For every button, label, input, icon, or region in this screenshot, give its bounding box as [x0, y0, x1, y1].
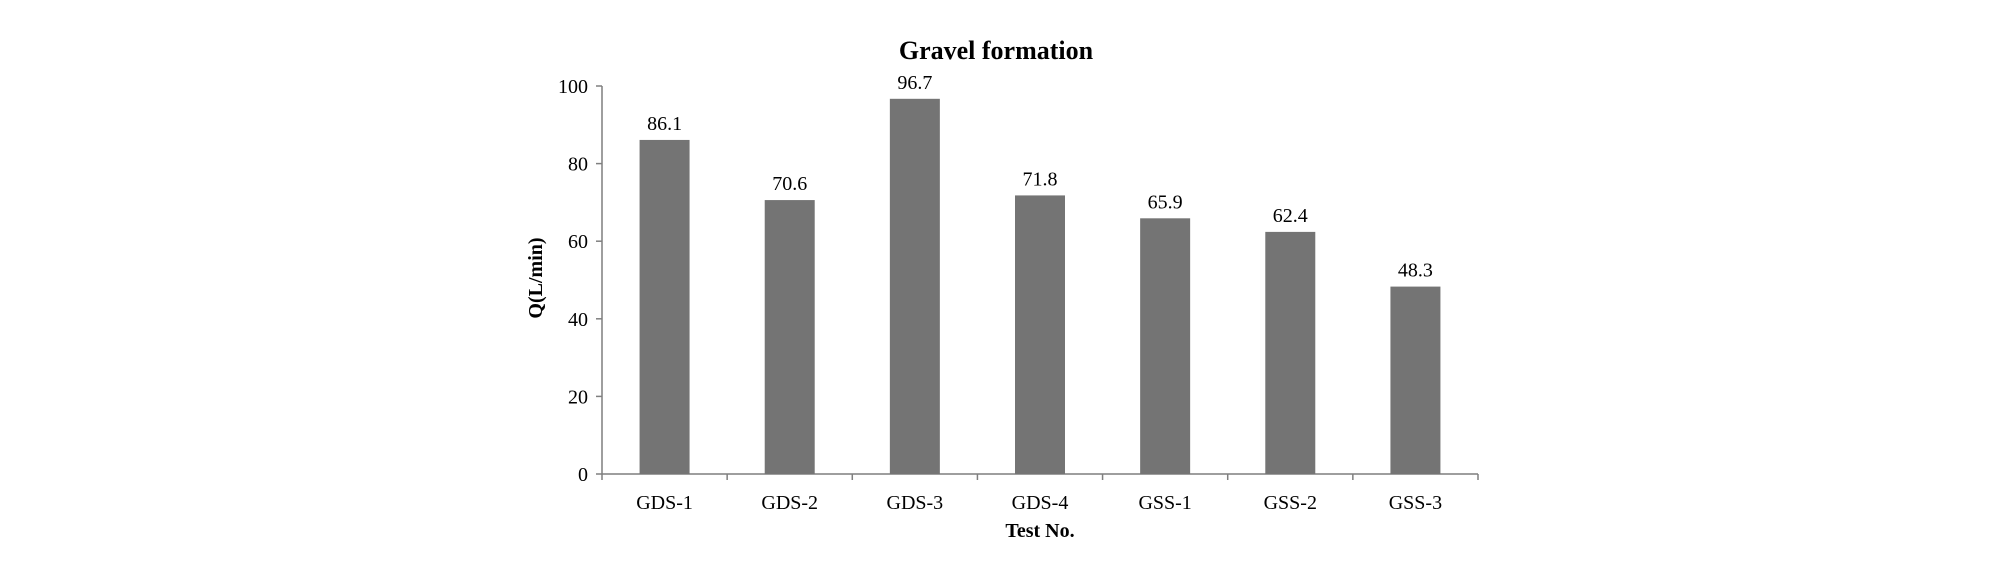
bar-gds-2: [764, 200, 815, 474]
data-label: 71.8: [1023, 168, 1058, 190]
bar-gds-1: [639, 139, 690, 474]
bar-gss-3: [1390, 286, 1441, 474]
data-label: 65.9: [1148, 191, 1183, 213]
data-label: 48.3: [1398, 260, 1433, 282]
data-label: 86.1: [647, 113, 682, 135]
x-tick-label: GSS-1: [1138, 492, 1191, 514]
bar-gds-4: [1015, 195, 1065, 474]
y-axis-title: Q(L/min): [525, 237, 547, 318]
bar-gds-3: [889, 98, 940, 474]
x-tick-label: GDS-2: [761, 492, 818, 514]
x-axis-title: Test No.: [1005, 520, 1074, 542]
plot-area: 0 20 40 60 80 100 86.1 GDS-1 70.6 GDS-2 96.7 GDS-3 7…: [558, 72, 1479, 514]
x-tick-label: GDS-1: [636, 492, 693, 514]
y-tick-label: 40: [568, 309, 588, 331]
data-label: 70.6: [772, 173, 807, 195]
y-tick-label: 100: [558, 76, 588, 98]
y-tick-label: 0: [578, 464, 588, 486]
y-tick-label: 80: [568, 154, 588, 176]
y-tick-label: 60: [568, 231, 588, 253]
x-tick-label: GSS-3: [1389, 492, 1442, 514]
data-label: 62.4: [1273, 205, 1308, 227]
x-tick-label: GDS-3: [887, 492, 944, 514]
x-tick-label: GDS-4: [1012, 492, 1069, 514]
chart-title: Gravel formation: [899, 36, 1094, 65]
y-tick-label: 20: [568, 386, 588, 408]
bar-gss-1: [1140, 218, 1191, 474]
data-label: 96.7: [897, 72, 932, 94]
bar-gss-2: [1265, 231, 1316, 474]
x-tick-label: GSS-2: [1264, 492, 1317, 514]
